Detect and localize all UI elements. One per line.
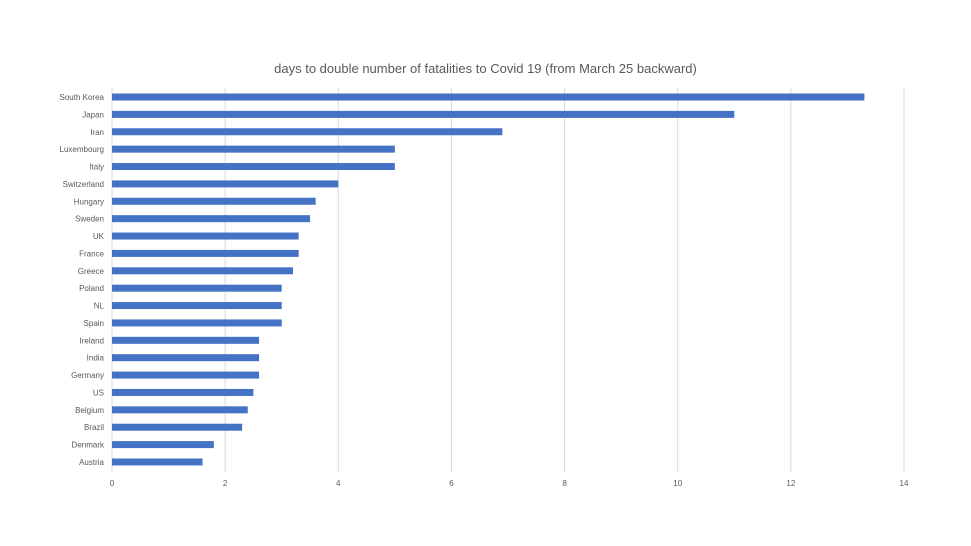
bars — [112, 93, 865, 466]
category-label: UK — [93, 232, 105, 241]
bar-us — [112, 388, 254, 396]
bar-germany — [112, 371, 260, 379]
bar-greece — [112, 267, 294, 275]
bar-poland — [112, 284, 282, 292]
category-label: Switzerland — [63, 180, 104, 189]
category-label: NL — [94, 302, 105, 311]
category-label: Luxembourg — [60, 145, 104, 154]
bar-iran — [112, 128, 503, 136]
x-tick-label: 10 — [673, 479, 682, 488]
category-label: South Korea — [60, 93, 105, 102]
bar-austria — [112, 458, 203, 466]
category-label: Spain — [84, 319, 104, 328]
x-tick-label: 8 — [562, 479, 567, 488]
bar-japan — [112, 110, 735, 118]
grid-lines — [111, 88, 905, 472]
bar-luxembourg — [112, 145, 395, 153]
bar-brazil — [112, 423, 243, 431]
x-tick-label: 0 — [110, 479, 115, 488]
bar-south-korea — [112, 93, 865, 101]
category-labels: South Korea Japan Iran Luxembourg Italy Switz… — [60, 93, 105, 467]
category-label: Brazil — [84, 423, 104, 432]
bar-sweden — [112, 215, 310, 223]
x-tick-label: 12 — [786, 479, 795, 488]
category-label: Denmark — [72, 441, 105, 450]
category-label: Ireland — [80, 336, 104, 345]
chart-title: days to double number of fatalities to C… — [274, 61, 697, 76]
bar-france — [112, 249, 299, 257]
x-tick-label: 4 — [336, 479, 341, 488]
bar-italy — [112, 163, 395, 171]
bar-nl — [112, 302, 282, 310]
bar-india — [112, 354, 260, 362]
category-label: Poland — [79, 284, 104, 293]
bar-spain — [112, 319, 282, 327]
bar-hungary — [112, 197, 316, 205]
x-axis-ticks: 0 2 4 6 8 10 12 14 — [110, 479, 909, 488]
category-label: Belgium — [75, 406, 104, 415]
category-label: Japan — [82, 110, 104, 119]
x-tick-label: 6 — [449, 479, 454, 488]
category-label: Germany — [71, 371, 104, 380]
category-label: France — [79, 249, 104, 258]
category-label: Hungary — [74, 197, 104, 206]
category-label: Austria — [79, 458, 104, 467]
x-tick-label: 14 — [900, 479, 909, 488]
bar-uk — [112, 232, 299, 240]
bar-belgium — [112, 406, 248, 414]
category-label: US — [93, 388, 104, 397]
bar-denmark — [112, 441, 214, 449]
category-label: India — [87, 354, 105, 363]
x-tick-label: 2 — [223, 479, 228, 488]
category-label: Sweden — [75, 215, 104, 224]
category-label: Iran — [90, 128, 104, 137]
category-label: Italy — [89, 163, 104, 172]
bar-switzerland — [112, 180, 339, 188]
bar-ireland — [112, 336, 260, 344]
category-label: Greece — [78, 267, 105, 276]
